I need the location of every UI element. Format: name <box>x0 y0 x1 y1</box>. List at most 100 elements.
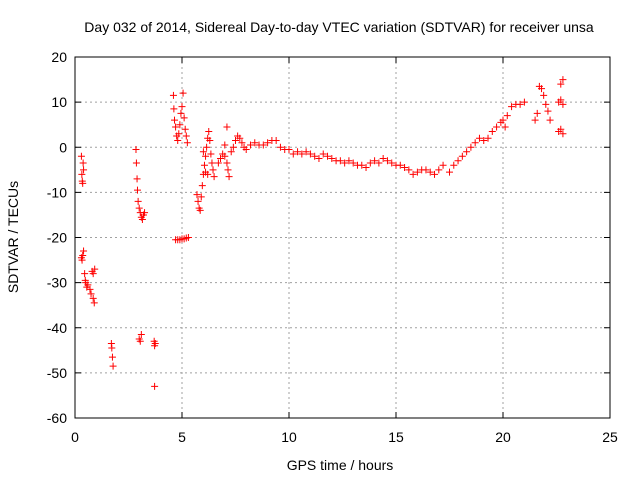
data-point <box>319 150 327 158</box>
y-tick-label: 10 <box>51 94 67 110</box>
data-point <box>488 127 496 135</box>
data-point <box>174 136 182 144</box>
data-point <box>108 344 116 352</box>
data-point <box>557 125 565 133</box>
data-point <box>236 134 244 142</box>
data-point <box>223 159 231 167</box>
y-tick-label: -30 <box>47 275 67 291</box>
data-point <box>276 143 284 151</box>
data-point <box>272 136 280 144</box>
data-point <box>375 159 383 167</box>
data-point <box>285 146 293 154</box>
data-point <box>141 209 149 217</box>
data-point <box>238 139 246 147</box>
data-point <box>289 150 297 158</box>
x-tick-label: 10 <box>281 429 297 445</box>
data-point <box>137 331 145 339</box>
data-point <box>78 256 86 264</box>
data-point <box>467 143 475 151</box>
data-point <box>182 132 190 140</box>
data-point <box>109 362 117 370</box>
data-point <box>86 285 94 293</box>
data-point <box>559 130 567 138</box>
data-point <box>78 170 86 178</box>
data-point <box>229 143 237 151</box>
data-point <box>544 107 552 115</box>
data-point <box>184 234 192 241</box>
data-point <box>209 166 217 174</box>
data-point <box>214 159 222 167</box>
data-point <box>328 155 336 163</box>
chart-title: Day 032 of 2014, Sidereal Day-to-day VTE… <box>84 19 594 35</box>
data-point <box>446 168 453 176</box>
data-point <box>210 173 218 181</box>
data-point <box>501 123 509 131</box>
data-point <box>181 125 189 133</box>
data-point <box>90 299 98 307</box>
y-tick-label: -50 <box>47 365 67 381</box>
data-point <box>169 91 177 99</box>
data-point <box>200 161 208 169</box>
data-point <box>175 130 183 138</box>
data-point <box>294 148 302 156</box>
data-point <box>202 152 210 160</box>
data-point <box>205 127 213 135</box>
plot-frame <box>74 56 611 419</box>
data-point <box>232 136 239 144</box>
data-point <box>172 123 180 131</box>
data-point <box>439 161 447 169</box>
data-point <box>80 166 88 174</box>
data-point <box>349 159 357 167</box>
data-point <box>264 139 272 147</box>
data-point <box>542 100 550 108</box>
data-point <box>463 148 471 156</box>
data-point <box>136 337 144 345</box>
data-point <box>223 123 231 131</box>
data-point <box>311 152 319 160</box>
data-point <box>306 150 314 158</box>
data-point <box>259 141 267 149</box>
data-point <box>151 340 159 348</box>
data-point <box>401 164 409 172</box>
data-point <box>371 157 379 165</box>
y-tick-label: -60 <box>47 410 67 426</box>
y-tick-label: -20 <box>47 230 67 246</box>
data-point <box>221 141 229 149</box>
data-point <box>203 143 211 151</box>
x-tick-label: 20 <box>495 429 511 445</box>
data-point <box>204 170 212 178</box>
data-point <box>336 157 344 165</box>
y-tick-label: -40 <box>47 320 67 336</box>
data-point <box>135 204 143 212</box>
data-point <box>79 179 87 187</box>
data-point <box>516 100 524 108</box>
data-point <box>383 157 391 165</box>
data-point <box>324 152 332 160</box>
y-tick-label: 20 <box>51 49 67 65</box>
grid <box>75 57 610 418</box>
data-point <box>426 168 434 176</box>
data-point <box>180 114 188 122</box>
data-point <box>193 191 201 199</box>
data-point <box>458 152 466 160</box>
data-point <box>362 164 370 172</box>
data-point <box>358 161 366 169</box>
data-point <box>246 141 254 149</box>
data-point <box>484 134 492 142</box>
data-point <box>538 85 546 93</box>
data-point <box>298 150 306 158</box>
data-point <box>199 148 207 156</box>
data-point <box>194 197 202 205</box>
data-point <box>242 146 250 154</box>
data-point <box>499 116 507 124</box>
data-point <box>302 148 310 156</box>
data-point <box>179 89 187 97</box>
data-point <box>132 146 140 154</box>
x-tick-label: 25 <box>602 429 618 445</box>
data-point <box>79 159 87 167</box>
data-point <box>315 155 323 163</box>
data-points <box>77 76 567 390</box>
data-point <box>207 150 215 158</box>
data-point <box>413 168 421 176</box>
